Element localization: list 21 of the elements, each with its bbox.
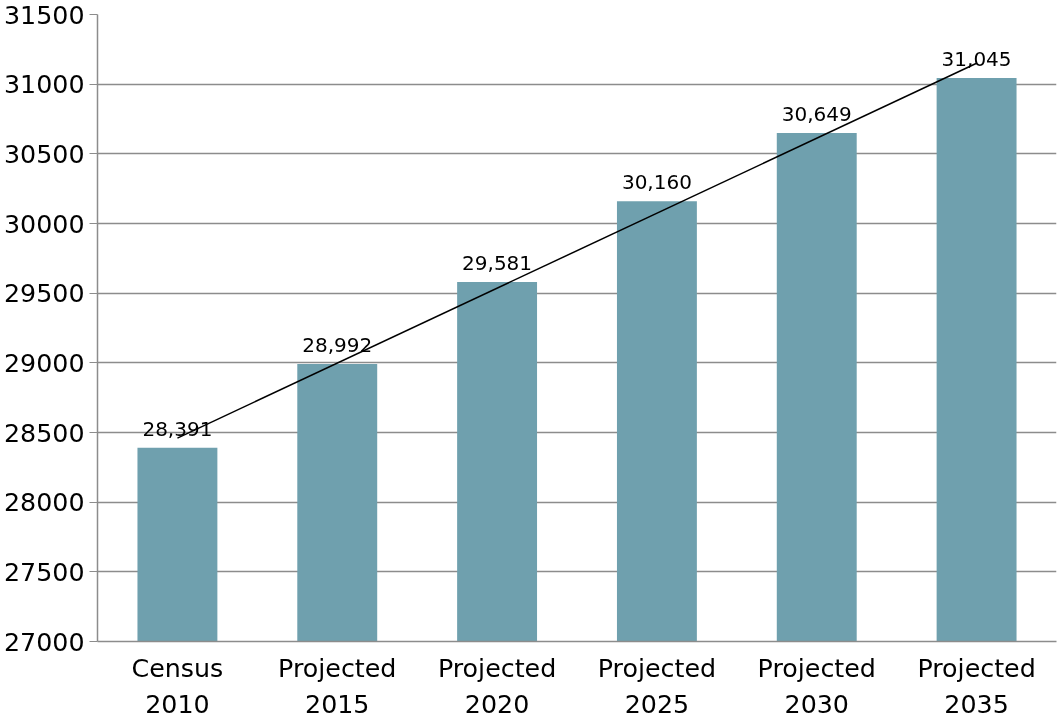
- data-label: 29,581: [462, 250, 533, 275]
- x-tick-label: Projected 2025: [597, 652, 717, 719]
- x-tick-label: Projected 2015: [278, 652, 397, 719]
- data-label: 30,649: [781, 102, 852, 127]
- x-tick-label: Projected 2030: [757, 652, 876, 719]
- y-tick-label: 30500: [3, 138, 85, 169]
- y-tick-label: 27000: [3, 626, 85, 657]
- data-label: 30,160: [621, 170, 692, 195]
- y-tick-label: 27500: [3, 556, 85, 587]
- data-label: 28,992: [302, 332, 373, 357]
- x-tick-label: Projected 2020: [437, 652, 557, 719]
- y-tick-label: 30000: [3, 208, 85, 239]
- data-label: 31,045: [941, 46, 1012, 71]
- y-tick-label: 28500: [3, 417, 85, 448]
- x-tick-label: Census 2010: [131, 652, 224, 719]
- y-tick-label: 29000: [3, 347, 85, 378]
- y-tick-label: 31500: [3, 0, 85, 30]
- y-tick-label: 29500: [3, 278, 85, 309]
- x-tick-label: Projected 2035: [917, 652, 1036, 719]
- y-tick-label: 31000: [3, 69, 85, 100]
- y-tick-label: 28000: [3, 487, 85, 518]
